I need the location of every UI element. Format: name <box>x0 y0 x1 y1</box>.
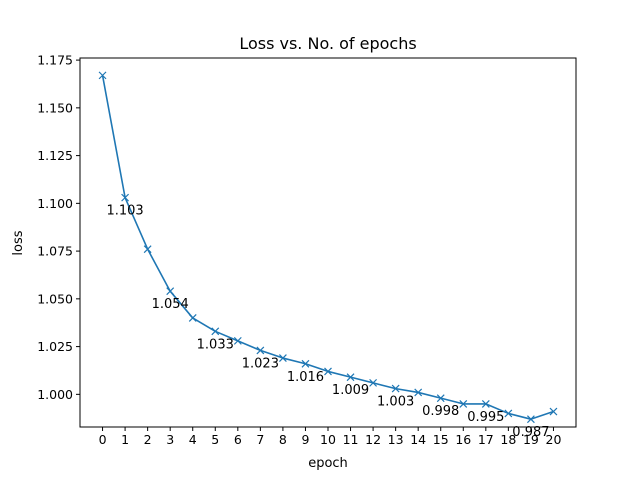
x-tick-label: 1 <box>121 432 129 447</box>
data-label: 1.103 <box>106 204 143 219</box>
x-tick-label: 7 <box>256 432 264 447</box>
x-tick-label: 8 <box>279 432 287 447</box>
data-point-marker <box>414 388 423 397</box>
x-tick-label: 12 <box>365 432 381 447</box>
data-point-marker <box>526 415 535 424</box>
data-label: 1.009 <box>332 383 369 398</box>
x-tick-label: 0 <box>99 432 107 447</box>
x-tick-label: 13 <box>388 432 404 447</box>
x-axis-label: epoch <box>308 456 348 471</box>
data-label: 1.003 <box>377 395 414 410</box>
y-tick-label: 1.125 <box>37 148 73 163</box>
series-line <box>101 75 554 420</box>
plot-area: 1.103 1.054 1.033 1.023 1.016 1.009 1.003 0.998… <box>98 71 558 440</box>
data-label: 1.023 <box>242 356 279 371</box>
y-tick-label: 1.100 <box>37 196 73 211</box>
x-tick-label: 6 <box>234 432 242 447</box>
data-point-marker <box>301 359 310 368</box>
y-tick-label: 1.000 <box>37 387 73 402</box>
data-label: 0.995 <box>467 410 504 425</box>
data-point-marker <box>98 71 107 80</box>
x-tick-label: 2 <box>144 432 152 447</box>
data-point-marker <box>481 399 490 408</box>
data-point-marker <box>369 378 378 387</box>
x-tick-label: 3 <box>166 432 174 447</box>
data-point-marker <box>233 336 242 345</box>
data-label: 0.987 <box>512 425 549 440</box>
y-tick-label: 1.025 <box>37 339 73 354</box>
y-axis: 1.000 1.025 1.050 1.075 1.100 1.125 1.150 1.175 <box>37 53 80 402</box>
data-label: 1.016 <box>287 370 324 385</box>
data-point-marker <box>278 354 287 362</box>
x-tick-label: 10 <box>320 432 336 447</box>
x-tick-label: 20 <box>546 432 562 447</box>
x-tick-label: 18 <box>500 432 516 447</box>
x-tick-label: 11 <box>343 432 359 447</box>
data-point-marker <box>346 373 355 382</box>
data-point-marker <box>211 327 220 336</box>
x-tick-label: 4 <box>189 432 197 447</box>
y-tick-label: 1.050 <box>37 291 73 306</box>
x-tick-label: 5 <box>211 432 219 447</box>
data-point-marker <box>188 314 197 322</box>
y-axis-label: loss <box>11 230 26 255</box>
data-point-marker <box>256 346 265 355</box>
x-tick-label: 15 <box>433 432 449 447</box>
x-tick-label: 14 <box>410 432 426 447</box>
data-point-marker <box>549 407 558 416</box>
data-point-marker <box>121 193 130 202</box>
data-label: 1.054 <box>152 297 189 312</box>
x-axis: 0 1 2 3 4 5 6 7 8 9 10 11 12 13 14 15 16 17 18 19 20 <box>99 427 562 447</box>
x-tick-label: 17 <box>478 432 494 447</box>
x-tick-label: 19 <box>523 432 539 447</box>
y-tick-label: 1.175 <box>37 53 73 68</box>
data-point-marker <box>459 399 468 408</box>
x-tick-label: 9 <box>301 432 309 447</box>
data-label: 1.033 <box>197 337 234 352</box>
data-point-marker <box>324 367 332 376</box>
x-tick-label: 16 <box>455 432 471 447</box>
y-tick-label: 1.150 <box>37 100 73 115</box>
chart-title: Loss vs. No. of epochs <box>239 34 416 53</box>
y-tick-label: 1.075 <box>37 244 73 259</box>
data-point-marker <box>391 384 400 393</box>
data-point-marker <box>504 409 513 418</box>
data-point-marker <box>166 287 175 296</box>
data-label: 0.998 <box>422 404 459 419</box>
data-point-marker <box>436 394 445 403</box>
data-point-marker <box>143 245 152 254</box>
